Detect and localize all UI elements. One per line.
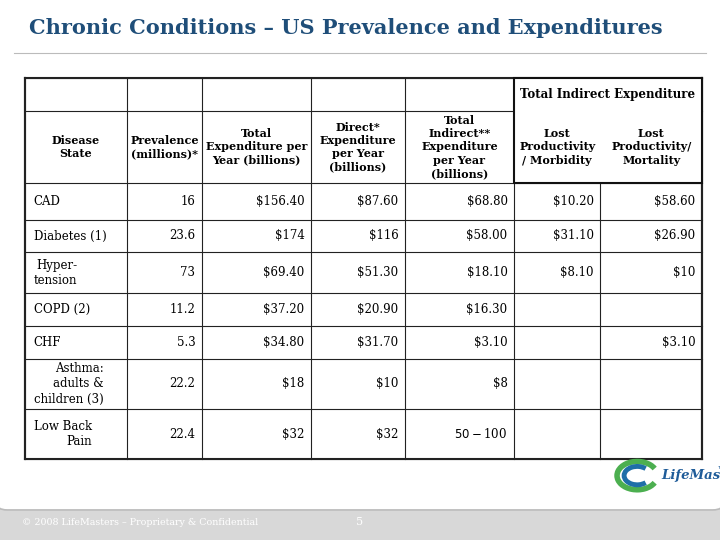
Text: Disease
State: Disease State: [52, 135, 100, 159]
Text: $156.40: $156.40: [256, 194, 305, 208]
Text: 5.3: 5.3: [176, 336, 195, 349]
Text: $20.90: $20.90: [357, 303, 398, 316]
Text: $50 - $100: $50 - $100: [454, 427, 508, 441]
Text: $37.20: $37.20: [264, 303, 305, 316]
Text: Diabetes (1): Diabetes (1): [34, 230, 107, 242]
Text: $10.20: $10.20: [553, 194, 594, 208]
Text: $32: $32: [282, 428, 305, 441]
Text: 5: 5: [356, 517, 364, 528]
Text: $10: $10: [376, 377, 398, 390]
Text: COPD (2): COPD (2): [34, 303, 90, 316]
Text: $34.80: $34.80: [264, 336, 305, 349]
Text: Hyper-
tension: Hyper- tension: [34, 259, 77, 287]
Text: $51.30: $51.30: [357, 266, 398, 279]
Text: © 2008 LifeMasters – Proprietary & Confidential: © 2008 LifeMasters – Proprietary & Confi…: [22, 518, 258, 527]
Text: $18: $18: [282, 377, 305, 390]
Text: 73: 73: [181, 266, 195, 279]
Text: $10: $10: [673, 266, 696, 279]
Text: 22.2: 22.2: [170, 377, 195, 390]
Text: ™: ™: [716, 464, 720, 475]
Text: Asthma:
adults &
children (3): Asthma: adults & children (3): [34, 362, 104, 406]
Text: 22.4: 22.4: [169, 428, 195, 441]
Text: $16.30: $16.30: [467, 303, 508, 316]
Text: $3.10: $3.10: [662, 336, 696, 349]
Text: $3.10: $3.10: [474, 336, 508, 349]
Text: Total
Indirect**
Expenditure
per Year
(billions): Total Indirect** Expenditure per Year (b…: [421, 115, 498, 179]
Text: CAD: CAD: [34, 194, 60, 208]
Text: $18.10: $18.10: [467, 266, 508, 279]
Text: Direct*
Expenditure
per Year
(billions): Direct* Expenditure per Year (billions): [320, 122, 396, 172]
Text: 11.2: 11.2: [170, 303, 195, 316]
Bar: [514, 78, 702, 183]
Text: Lost
Productivity/
Mortality: Lost Productivity/ Mortality: [611, 128, 691, 166]
Text: Total Indirect Expenditure: Total Indirect Expenditure: [521, 88, 696, 101]
Text: $69.40: $69.40: [264, 266, 305, 279]
Text: $58.00: $58.00: [467, 230, 508, 242]
Text: Prevalence
(millions)*: Prevalence (millions)*: [130, 135, 199, 159]
Text: Total
Expenditure per
Year (billions): Total Expenditure per Year (billions): [206, 128, 307, 166]
Text: $68.80: $68.80: [467, 194, 508, 208]
Text: $116: $116: [369, 230, 398, 242]
Text: Lost
Productivity
/ Morbidity: Lost Productivity / Morbidity: [519, 128, 595, 166]
Text: $174: $174: [274, 230, 305, 242]
Text: $31.70: $31.70: [357, 336, 398, 349]
Text: Chronic Conditions – US Prevalence and Expenditures: Chronic Conditions – US Prevalence and E…: [29, 18, 662, 38]
Text: 23.6: 23.6: [169, 230, 195, 242]
Text: $26.90: $26.90: [654, 230, 696, 242]
Text: Low Back
Pain: Low Back Pain: [34, 420, 92, 448]
Text: 16: 16: [181, 194, 195, 208]
Text: LifeMasters: LifeMasters: [661, 469, 720, 482]
Text: $8: $8: [492, 377, 508, 390]
Text: $87.60: $87.60: [357, 194, 398, 208]
Text: $32: $32: [376, 428, 398, 441]
Text: $58.60: $58.60: [654, 194, 696, 208]
Text: $31.10: $31.10: [553, 230, 594, 242]
Text: $8.10: $8.10: [560, 266, 594, 279]
FancyBboxPatch shape: [0, 0, 720, 510]
Text: CHF: CHF: [34, 336, 61, 349]
